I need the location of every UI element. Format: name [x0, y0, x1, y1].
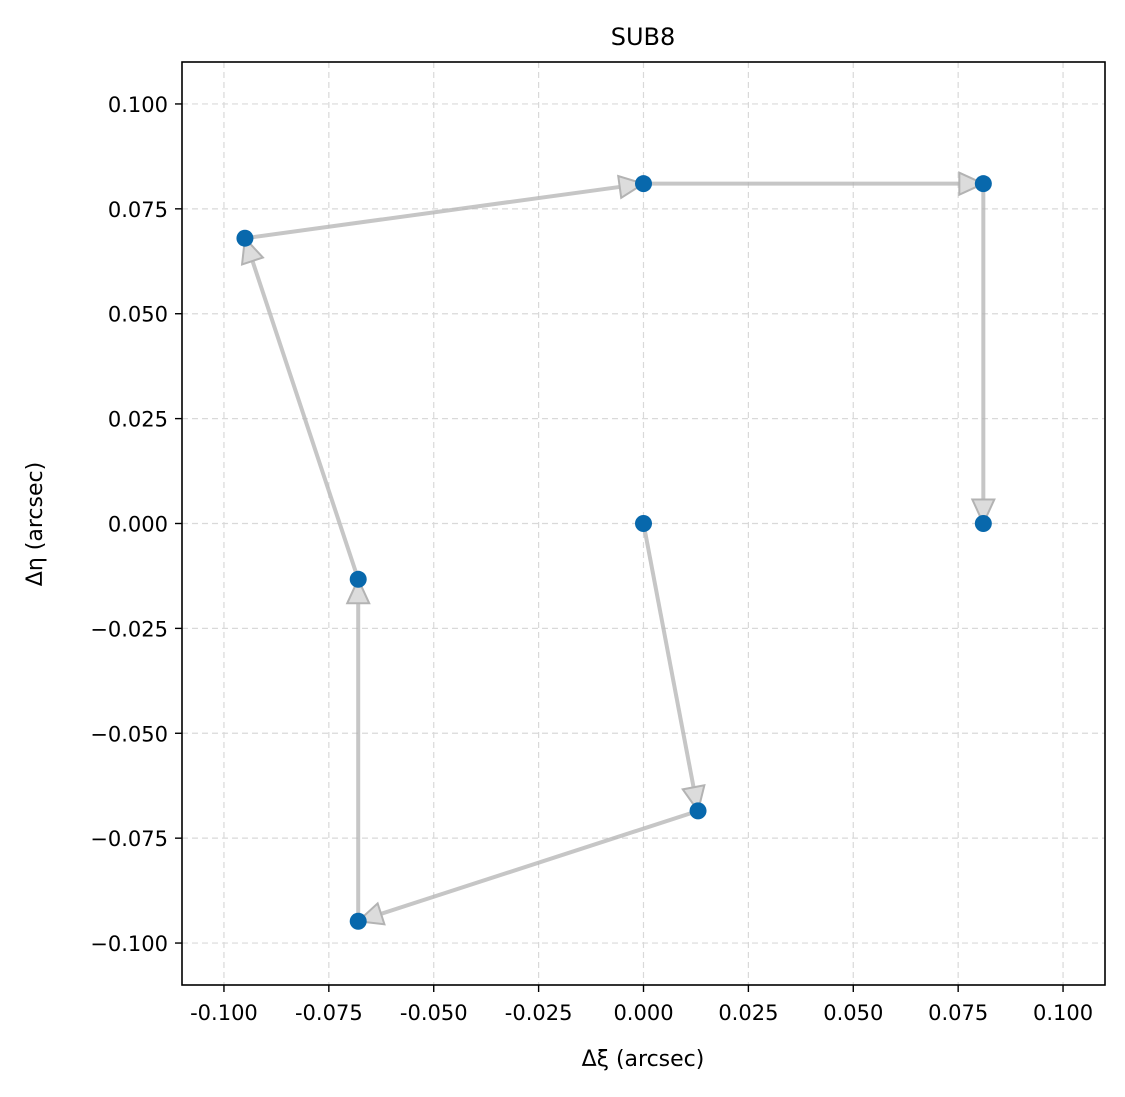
y-tick-label: −0.075	[90, 827, 168, 851]
arrow-head	[617, 174, 646, 200]
arrow-shaft	[244, 184, 620, 241]
y-tick-label: −0.025	[90, 617, 168, 641]
arrow-head	[345, 576, 371, 605]
data-point	[974, 175, 992, 193]
x-tick-label: 0.075	[928, 1001, 988, 1025]
y-tick-label: 0.075	[108, 198, 168, 222]
y-tick-label: 0.100	[108, 93, 168, 117]
path-arrows	[240, 171, 996, 926]
path-arrow	[641, 523, 706, 814]
data-point	[635, 515, 652, 532]
y-tick-label: −0.100	[90, 932, 168, 956]
y-tick-label: 0.025	[108, 408, 168, 432]
x-tick-label: 0.050	[823, 1001, 883, 1025]
x-tick-label: 0.100	[1033, 1001, 1093, 1025]
data-point	[236, 229, 254, 247]
path-arrow	[240, 235, 361, 580]
x-tick-label: -0.100	[190, 1001, 258, 1025]
data-points	[236, 175, 992, 930]
x-tick-label: -0.050	[400, 1001, 468, 1025]
arrow-head	[970, 498, 996, 526]
y-tick-label: 0.050	[108, 303, 168, 327]
data-point	[349, 912, 367, 930]
y-tick-label: −0.050	[90, 722, 168, 746]
chart-title: SUB8	[611, 23, 676, 51]
path-arrow	[970, 183, 996, 526]
data-point	[349, 570, 367, 588]
y-tick-label: 0.000	[108, 513, 168, 537]
arrow-shaft	[250, 260, 361, 580]
axes: -0.100 -0.075 -0.050 -0.025 0.000 0.025 0.050 0…	[90, 61, 1106, 1025]
x-tick-label: -0.025	[505, 1001, 573, 1025]
path-arrow	[643, 171, 986, 197]
data-point	[689, 802, 707, 820]
data-point	[974, 515, 992, 532]
grid-lines	[182, 62, 1105, 985]
data-point	[635, 175, 652, 193]
x-tick-label: -0.075	[295, 1001, 363, 1025]
arrow-head	[958, 171, 986, 197]
path-arrow	[244, 174, 646, 241]
arrow-shaft	[641, 523, 696, 788]
x-tick-label: 0.000	[613, 1001, 673, 1025]
arrow-shaft	[380, 808, 699, 916]
path-arrow	[345, 576, 371, 922]
path-arrow	[355, 808, 699, 926]
x-tick-label: 0.025	[718, 1001, 778, 1025]
x-axis-label: Δξ (arcsec)	[582, 1047, 705, 1072]
y-axis-label: Δη (arcsec)	[23, 462, 48, 586]
